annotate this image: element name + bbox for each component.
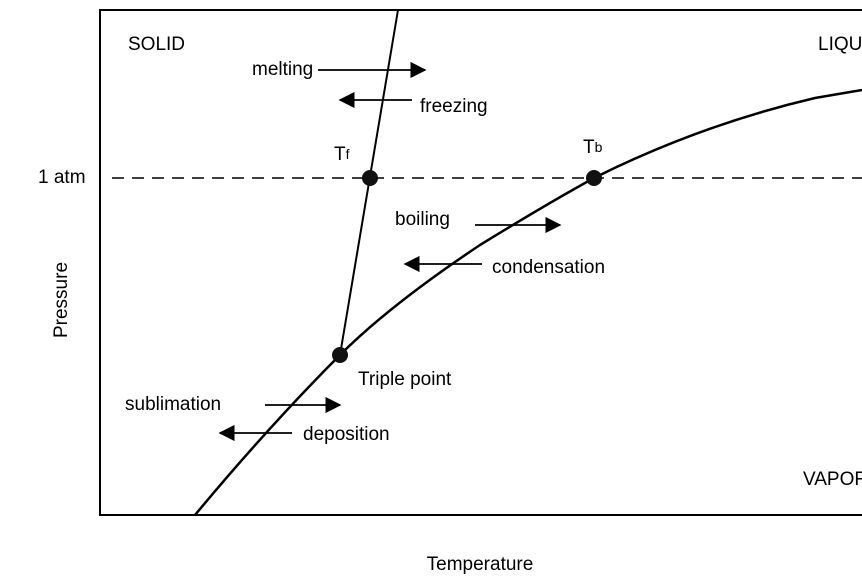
plot-frame bbox=[99, 9, 862, 516]
triple-point-marker bbox=[332, 347, 348, 363]
deposition-label: deposition bbox=[303, 424, 390, 445]
freezing-point-sub: f bbox=[346, 146, 350, 162]
y-axis-label: Pressure bbox=[51, 262, 72, 338]
boiling-point-t: T bbox=[583, 137, 595, 158]
freezing-point-t: T bbox=[334, 144, 346, 165]
liquid-label: LIQUID bbox=[818, 34, 862, 55]
liquid-vapor-curve bbox=[194, 88, 862, 516]
solid-label: SOLID bbox=[128, 34, 185, 55]
vapor-label: VAPOR bbox=[803, 469, 862, 490]
sublimation-label: sublimation bbox=[125, 394, 221, 415]
condensation-label: condensation bbox=[492, 257, 605, 278]
boiling-point-label: Tb bbox=[583, 137, 603, 158]
freezing-point-marker bbox=[362, 170, 378, 186]
one-atm-label: 1 atm bbox=[38, 167, 86, 188]
melting-label: melting bbox=[252, 59, 313, 80]
boiling-label: boiling bbox=[395, 209, 450, 230]
freezing-label: freezing bbox=[420, 96, 488, 117]
x-axis-label: Temperature bbox=[427, 554, 534, 575]
triple-point-label: Triple point bbox=[358, 369, 452, 390]
arrows bbox=[218, 61, 562, 442]
freezing-point-label: Tf bbox=[334, 144, 350, 165]
boiling-point-sub: b bbox=[595, 139, 603, 155]
boiling-point-marker bbox=[586, 170, 602, 186]
